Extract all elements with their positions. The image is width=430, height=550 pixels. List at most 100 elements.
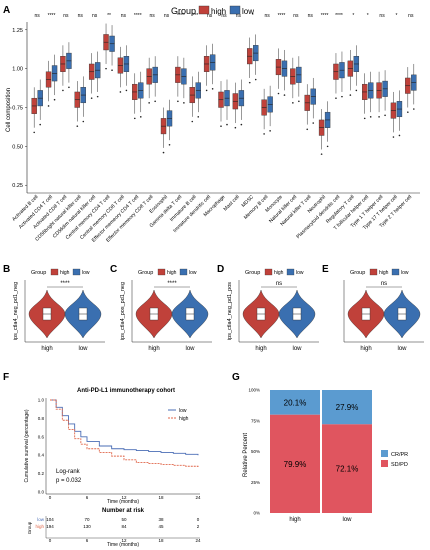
risk-value: 70 xyxy=(84,517,90,522)
risk-row-label: low xyxy=(37,517,45,522)
a-outlier xyxy=(133,117,136,120)
a-outlier xyxy=(139,116,142,118)
g-xlabel: high xyxy=(289,517,300,523)
violin-ylabel: ips_ctla4_neg_pd1_neg xyxy=(13,282,19,340)
a-signif-label: ns xyxy=(92,13,98,19)
a-signif-label: **** xyxy=(321,13,329,19)
legend-high-swatch xyxy=(198,5,210,15)
a-outlier xyxy=(76,125,79,127)
a-signif-label: * xyxy=(395,13,397,19)
a-outlier xyxy=(378,116,380,118)
violin-panel-d: D Group high low ips_ctla4_neg_pd1_pos ns high… xyxy=(217,264,319,352)
violin-legend-title: Group xyxy=(245,270,260,276)
panel-f-ylabel: Cumulative survival (percentage) xyxy=(24,409,30,482)
risk-table: low 104 70 50 38 0 high 194 130 84 45 2 0 6 12 18 24 xyxy=(35,516,201,543)
risk-table-title: Number at risk xyxy=(102,508,145,514)
risk-value: 45 xyxy=(158,524,164,529)
violin-legend-low: low xyxy=(82,270,90,276)
panel-g-bars: 20.1% 79.9% high 27.9% 72.1% low xyxy=(270,390,372,523)
violin-panel-e: E Group high low ns high low xyxy=(322,264,424,352)
g-label-crpr: 20.1% xyxy=(284,398,307,407)
a-outlier xyxy=(298,100,300,103)
km-stat-pvalue: p = 0.032 xyxy=(56,478,82,484)
a-ytick-label: 0.25 xyxy=(12,183,23,189)
violin-xlabel: high xyxy=(148,346,159,352)
legend-sdpd: SD/PD xyxy=(391,462,408,468)
violin-legend-high: high xyxy=(379,270,389,276)
risk-xtick: 6 xyxy=(86,538,89,543)
violin-legend-title: Group xyxy=(350,270,365,276)
risk-value: 2 xyxy=(197,524,200,529)
a-signif-label: ns xyxy=(35,13,41,19)
panel-a-label: A xyxy=(3,5,10,16)
risk-table-group-label: Group xyxy=(27,521,32,534)
a-outlier xyxy=(220,125,222,127)
violin-legend-low-swatch xyxy=(72,268,81,276)
a-outlier xyxy=(341,95,343,98)
violin-panel-label: C xyxy=(110,264,117,275)
violin-legend-high: high xyxy=(60,270,70,276)
a-outlier xyxy=(162,151,165,154)
f-xtick-label: 12 xyxy=(121,495,127,500)
a-outlier xyxy=(119,91,122,93)
a-outlier xyxy=(154,100,156,103)
panel-f-title: Anti-PD-L1 immunotherapy cohort xyxy=(77,388,175,394)
panel-a-significance: ns **** ns ns ns ** ns **** ns ns **** *** ns ns ns * ns… xyxy=(35,13,414,19)
a-signif-label: * xyxy=(352,13,354,19)
a-outlier xyxy=(148,102,150,104)
panel-g: G Relative Percent 0% 25% 50% 75% 100% 20.1%… xyxy=(232,372,408,523)
f-ytick-label: 0.2 xyxy=(38,471,45,476)
risk-value: 104 xyxy=(46,517,54,522)
a-outlier xyxy=(326,145,329,148)
violin-legend-title: Group xyxy=(31,270,46,276)
a-signif-label: * xyxy=(367,13,369,19)
a-signif-label: **** xyxy=(134,13,142,19)
a-outlier xyxy=(312,122,315,124)
a-signif-label: ** xyxy=(107,13,111,19)
a-ytick-label: 1.25 xyxy=(12,28,23,34)
legend-low-swatch xyxy=(229,5,241,15)
g-xlabel: low xyxy=(342,517,352,523)
a-outlier xyxy=(68,86,70,89)
violin-signif: **** xyxy=(60,281,70,287)
f-ytick-label: 0.0 xyxy=(38,490,45,495)
risk-value: 50 xyxy=(121,517,127,522)
risk-row-label: high xyxy=(35,524,44,529)
violin-panel-label: E xyxy=(322,264,329,275)
violin-legend-low: low xyxy=(296,270,304,276)
risk-value: 194 xyxy=(46,524,54,529)
violin-ylabel: ips_ctla4_pos_pd1_neg xyxy=(120,282,126,340)
violin-legend-low-swatch xyxy=(286,268,295,276)
violin-panels: B Group high low ips_ctla4_neg_pd1_neg **** hi… xyxy=(3,264,424,352)
a-outlier xyxy=(349,94,352,96)
violin-legend-high-swatch xyxy=(369,268,378,276)
violin-xlabel: low xyxy=(292,346,302,352)
violin-legend-high: high xyxy=(167,270,177,276)
f-xtick-label: 24 xyxy=(195,495,201,500)
a-outlier xyxy=(306,128,309,131)
a-outlier xyxy=(283,94,286,96)
a-outlier xyxy=(53,98,56,101)
panel-a-ylabel: Cell composition xyxy=(6,88,12,132)
violin-xlabel: low xyxy=(78,346,88,352)
a-outlier xyxy=(197,116,200,118)
a-outlier xyxy=(111,69,113,71)
legend-sdpd-swatch xyxy=(381,460,388,467)
a-outlier xyxy=(263,133,265,135)
g-ytick-label: 50% xyxy=(251,449,260,454)
legend-low-label: low xyxy=(242,7,254,16)
violin-legend-high-swatch xyxy=(264,268,273,276)
panel-f: F Anti-PD-L1 immunotherapy cohort Cumula… xyxy=(3,372,201,548)
violin-legend-low: low xyxy=(401,270,409,276)
a-ytick-label: 0.50 xyxy=(12,144,23,150)
g-label-crpr: 27.9% xyxy=(336,403,359,412)
a-outlier xyxy=(191,120,194,123)
a-signif-label: ns xyxy=(236,13,242,19)
panel-a-boxes xyxy=(31,23,417,155)
a-outlier xyxy=(363,117,366,120)
a-signif-label: ns xyxy=(150,13,156,19)
a-signif-label: ns xyxy=(264,13,270,19)
violin-legend-low: low xyxy=(189,270,197,276)
violin-signif: **** xyxy=(167,281,177,287)
